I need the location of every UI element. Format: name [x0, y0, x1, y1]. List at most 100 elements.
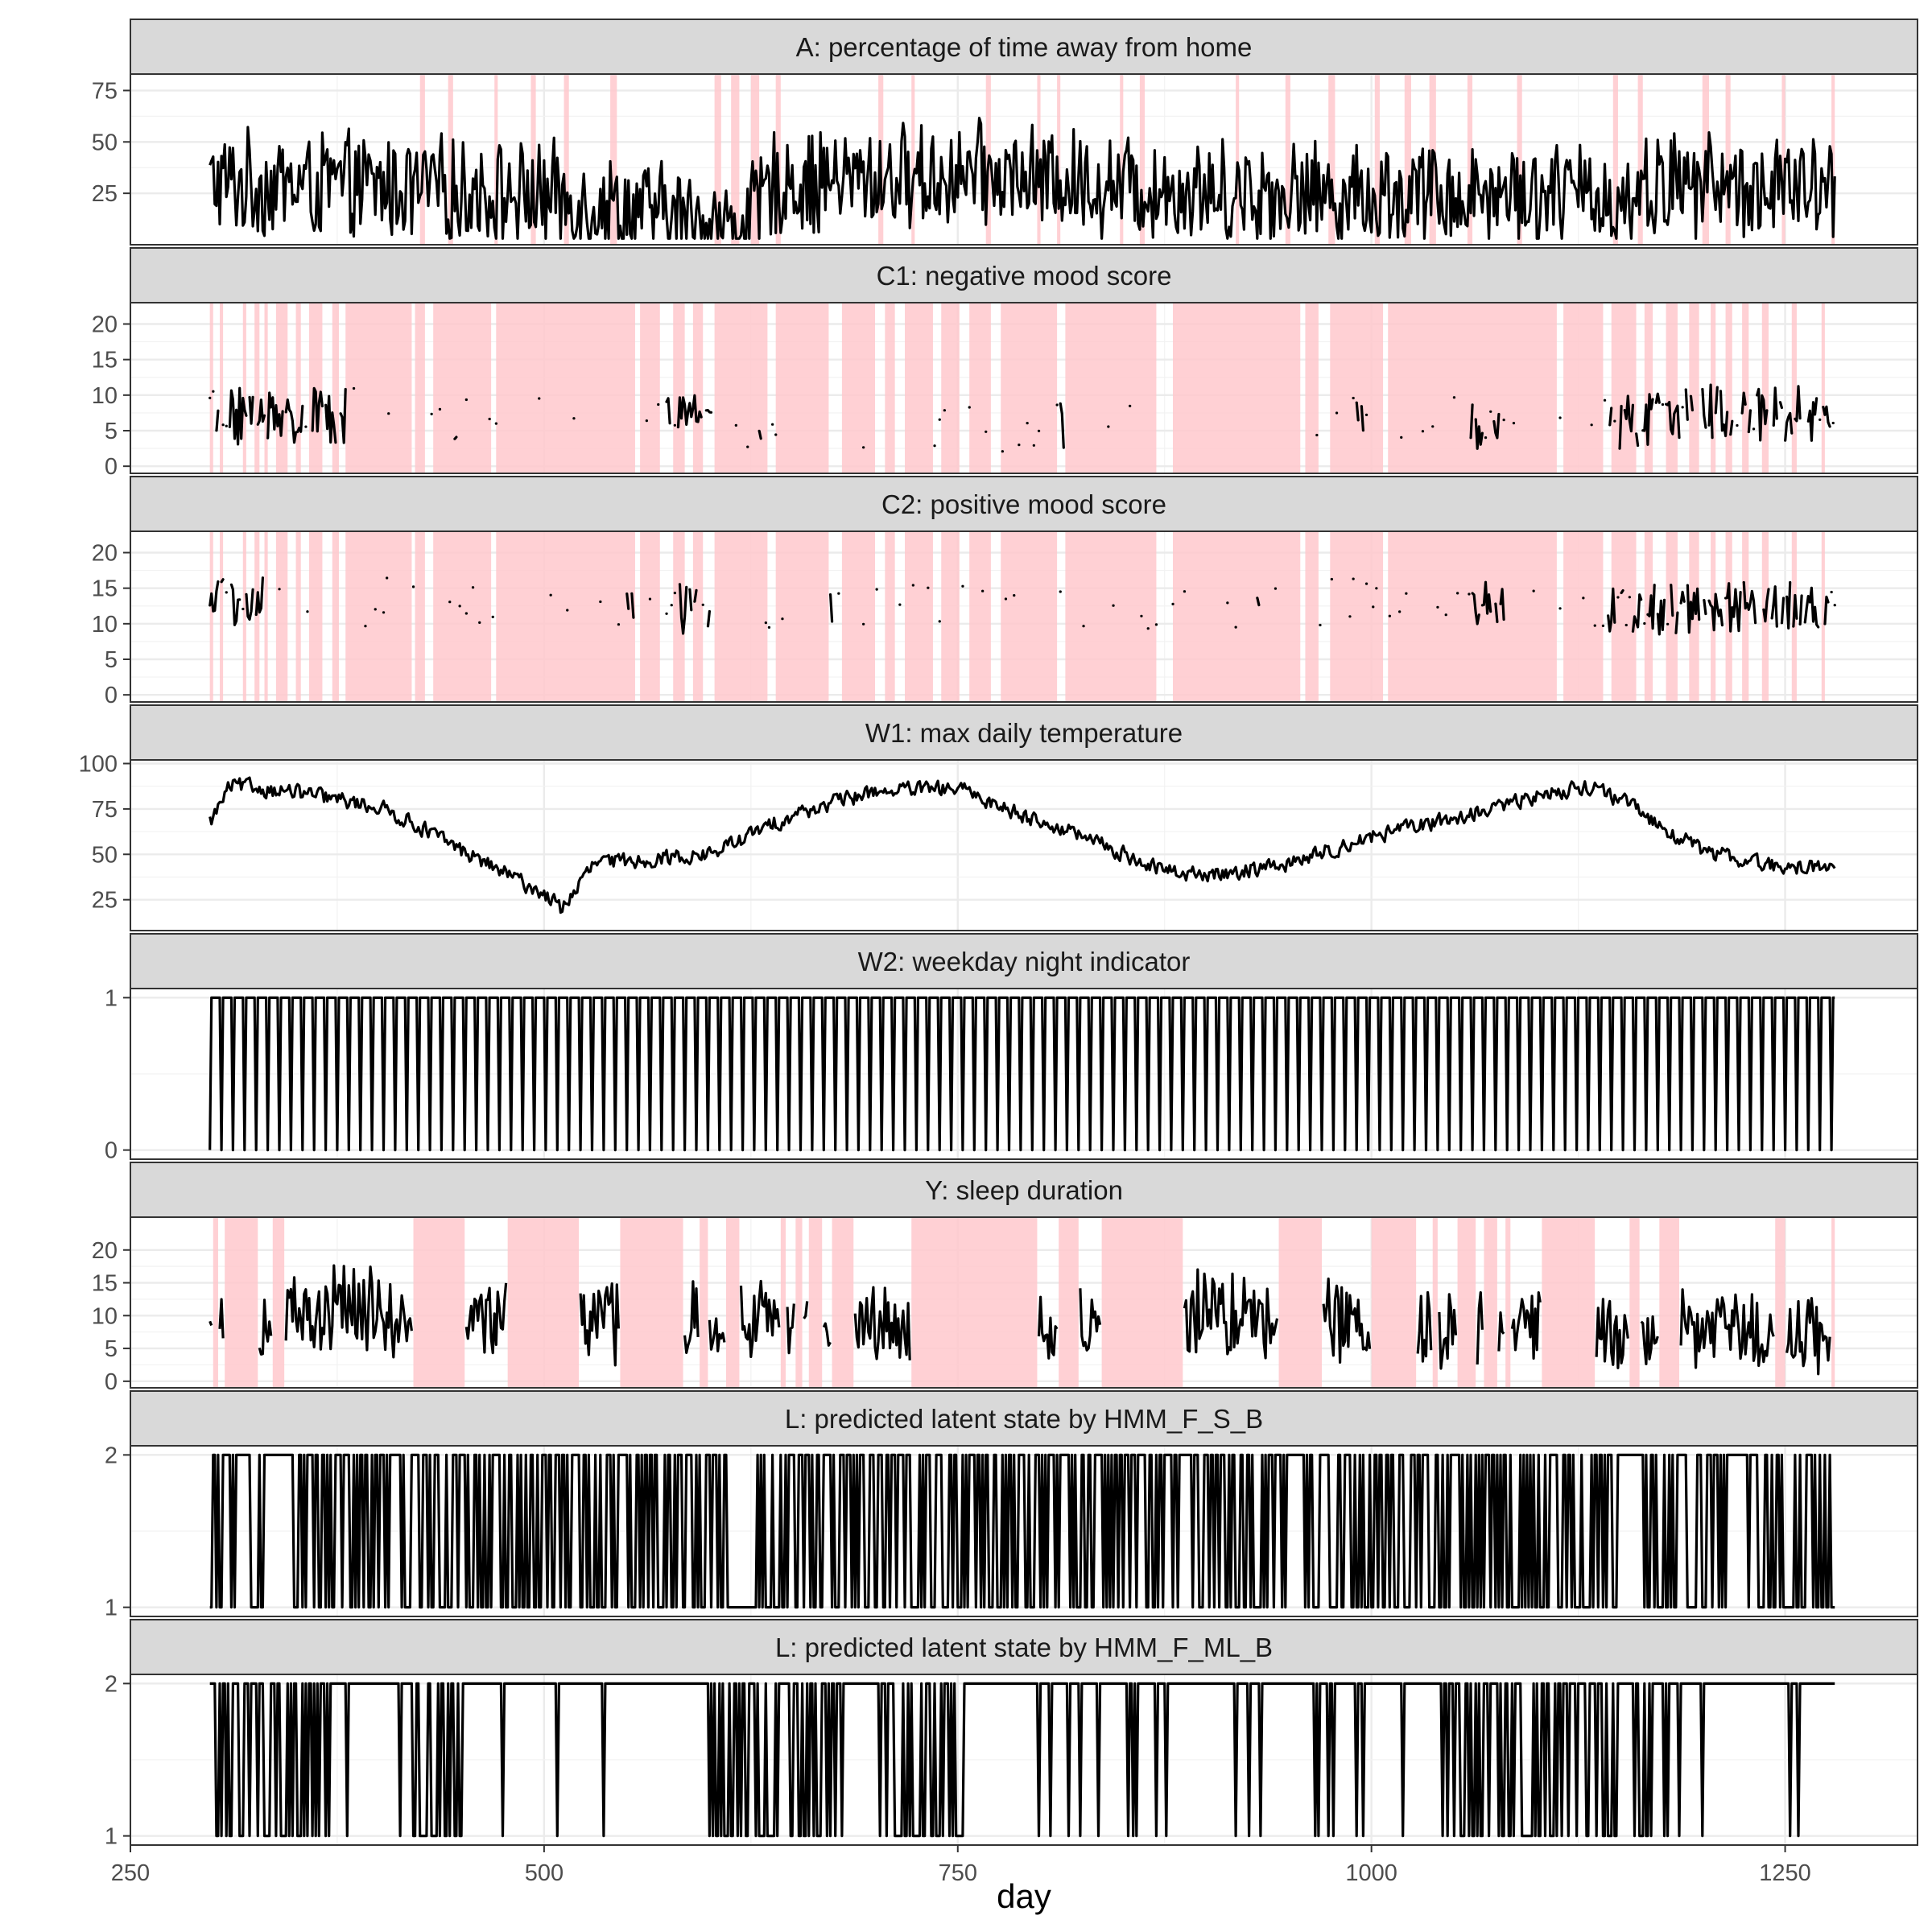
missing-span — [254, 303, 260, 473]
missing-span — [1821, 531, 1825, 702]
y-tick-label: 10 — [92, 1303, 118, 1329]
y-tick-label: 1 — [105, 1824, 118, 1850]
missing-span — [969, 303, 991, 473]
panel-border — [130, 73, 1918, 246]
missing-span — [1328, 74, 1335, 245]
missing-span — [1775, 1217, 1785, 1388]
y-axis: 01 — [105, 985, 130, 1164]
missing-span — [905, 531, 933, 702]
missing-span — [1637, 74, 1643, 245]
facet-title: W1: max daily temperature — [865, 718, 1183, 748]
x-tick-label: 250 — [111, 1860, 150, 1886]
missing-span — [272, 1217, 285, 1388]
missing-span — [714, 74, 721, 245]
y-axis: 12 — [105, 1671, 130, 1850]
y-tick-label: 10 — [92, 612, 118, 638]
missing-span — [714, 303, 768, 473]
missing-span — [220, 531, 224, 702]
missing-span — [345, 303, 412, 473]
missing-span — [731, 74, 740, 245]
facet-strip — [130, 1162, 1918, 1218]
missing-span — [295, 531, 301, 702]
x-tick-label: 1250 — [1759, 1860, 1811, 1886]
missing-span — [309, 531, 323, 702]
y-tick-label: 50 — [92, 130, 118, 155]
y-tick-label: 100 — [79, 752, 118, 778]
missing-span — [1742, 531, 1749, 702]
missing-span — [332, 303, 339, 473]
missing-span — [415, 303, 425, 473]
panel-border — [130, 988, 1918, 1160]
y-tick-label: 2 — [105, 1443, 118, 1468]
missing-span — [1330, 303, 1384, 473]
missing-span — [1057, 74, 1061, 245]
missing-span — [1101, 1217, 1183, 1388]
missing-span — [332, 531, 339, 702]
missing-span — [841, 531, 875, 702]
missing-span — [433, 303, 492, 473]
missing-span — [1563, 303, 1604, 473]
missing-span — [775, 531, 829, 702]
missing-span — [1139, 74, 1146, 245]
missing-span — [345, 531, 412, 702]
missing-span — [1173, 303, 1301, 473]
y-tick-label: 15 — [92, 348, 118, 374]
missing-span — [220, 303, 224, 473]
missing-span — [1467, 74, 1473, 245]
panels: A: percentage of time away from home2550… — [79, 19, 1918, 1850]
y-tick-label: 75 — [92, 78, 118, 104]
missing-span — [714, 531, 768, 702]
missing-span — [1236, 74, 1240, 245]
missing-span — [1278, 1217, 1322, 1388]
series-line — [208, 996, 1835, 1152]
y-tick-label: 50 — [92, 842, 118, 868]
facet-strip — [130, 704, 1918, 761]
missing-span — [1725, 74, 1731, 245]
panel-border — [130, 759, 1918, 931]
series-line — [208, 1264, 1831, 1376]
missing-span — [911, 1217, 1038, 1388]
facet-title: C1: negative mood score — [877, 261, 1172, 291]
missing-span — [1542, 1217, 1596, 1388]
missing-data-shading — [209, 303, 1825, 473]
y-tick-label: 20 — [92, 312, 118, 338]
facet-strip — [130, 19, 1918, 75]
missing-span — [507, 1217, 580, 1388]
missing-span — [905, 303, 933, 473]
missing-span — [225, 1217, 258, 1388]
missing-span — [750, 74, 760, 245]
missing-span — [885, 531, 895, 702]
y-tick-label: 0 — [105, 683, 118, 708]
missing-span — [610, 74, 617, 245]
missing-span — [1173, 531, 1301, 702]
y-tick-label: 2 — [105, 1671, 118, 1697]
missing-span — [640, 303, 660, 473]
panel-background — [130, 760, 1918, 931]
missing-span — [448, 74, 453, 245]
y-tick-label: 0 — [105, 1138, 118, 1164]
facet-title: L: predicted latent state by HMM_F_S_B — [785, 1404, 1263, 1434]
y-tick-label: 1 — [105, 985, 118, 1011]
missing-span — [1742, 303, 1749, 473]
x-tick-label: 1000 — [1345, 1860, 1397, 1886]
missing-span — [1065, 303, 1157, 473]
missing-span — [1666, 303, 1678, 473]
missing-span — [415, 531, 425, 702]
missing-span — [780, 1217, 786, 1388]
missing-span — [808, 1217, 823, 1388]
panel-border — [130, 1216, 1918, 1389]
y-tick-label: 0 — [105, 454, 118, 480]
facet-strip — [130, 247, 1918, 303]
series-line — [209, 1682, 1835, 1838]
missing-span — [885, 303, 895, 473]
facet-title: C2: positive mood score — [881, 489, 1166, 519]
y-tick-label: 25 — [92, 888, 118, 914]
missing-span — [264, 531, 268, 702]
missing-span — [242, 531, 246, 702]
series-line — [208, 776, 1836, 914]
missing-span — [1305, 531, 1319, 702]
missing-span — [275, 303, 288, 473]
y-tick-label: 20 — [92, 1238, 118, 1264]
missing-span — [941, 531, 960, 702]
